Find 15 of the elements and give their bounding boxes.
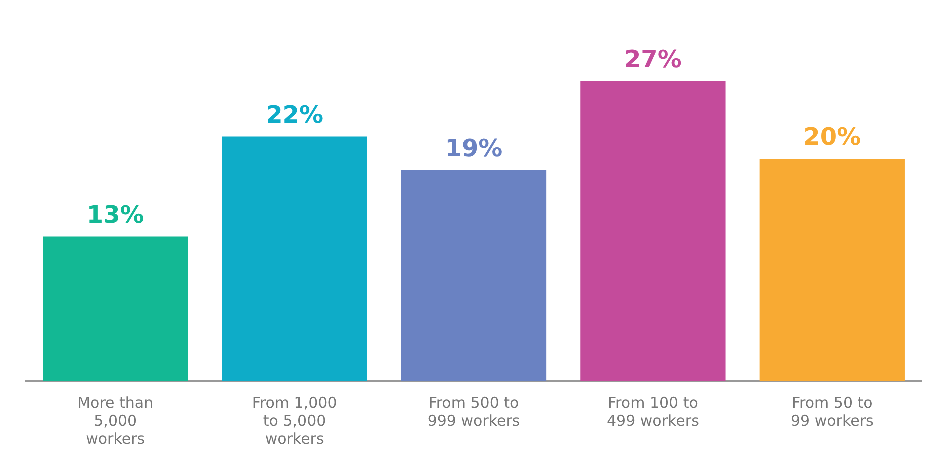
data-label: 19%	[445, 134, 503, 162]
bar	[401, 170, 547, 381]
x-tick-label: From 500 to 999 workers	[428, 394, 520, 430]
x-tick-label: From 100 to 499 workers	[607, 394, 700, 430]
bar	[43, 236, 188, 381]
data-label: 20%	[804, 123, 862, 152]
bar	[222, 136, 368, 381]
bar	[760, 159, 905, 381]
x-tick-label: From 50 to 99 workers	[790, 394, 874, 430]
x-tick-label: From 1,000 to 5,000 workers	[252, 394, 338, 448]
x-tick-label: More than 5,000 workers	[78, 394, 154, 448]
data-label: 27%	[624, 46, 682, 74]
bar	[580, 81, 726, 381]
data-label: 22%	[266, 101, 324, 130]
data-label: 13%	[86, 200, 144, 229]
